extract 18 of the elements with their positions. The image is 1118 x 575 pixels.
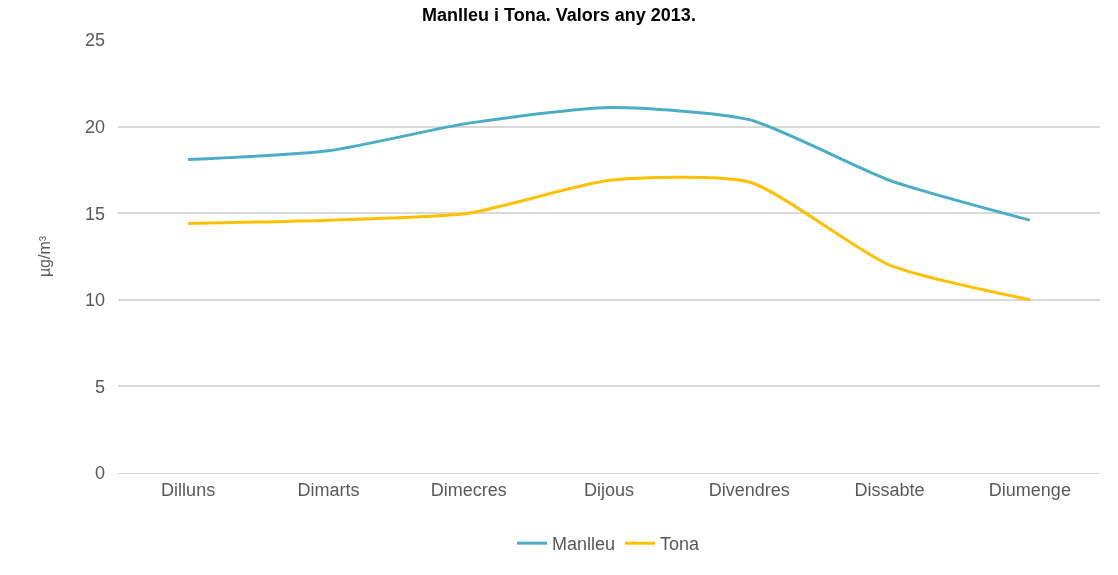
y-tick-label: 15 (84, 203, 105, 224)
y-tick-label: 10 (84, 290, 105, 311)
line-series (186, 106, 1032, 222)
y-tick-label: 25 (84, 30, 105, 51)
x-tick-label: Divendres (708, 479, 790, 500)
x-tick-label: Dissabte (854, 479, 925, 500)
legend-label: Manlleu (552, 534, 616, 555)
y-axis-title: µg/m³ (35, 235, 53, 278)
x-tick-label: Diumenge (988, 479, 1071, 500)
x-tick-label: Dimarts (297, 479, 360, 500)
x-tick-label: Dilluns (161, 479, 216, 500)
x-tick-label: Dijous (583, 479, 635, 500)
y-tick-label: 5 (94, 376, 105, 397)
x-tick-label: Dimecres (430, 479, 507, 500)
legend-label: Tona (660, 534, 701, 555)
y-tick-label: 20 (84, 116, 105, 137)
y-tick-label: 0 (94, 463, 105, 484)
chart-title: Manlleu i Tona. Valors any 2013. (422, 5, 696, 26)
